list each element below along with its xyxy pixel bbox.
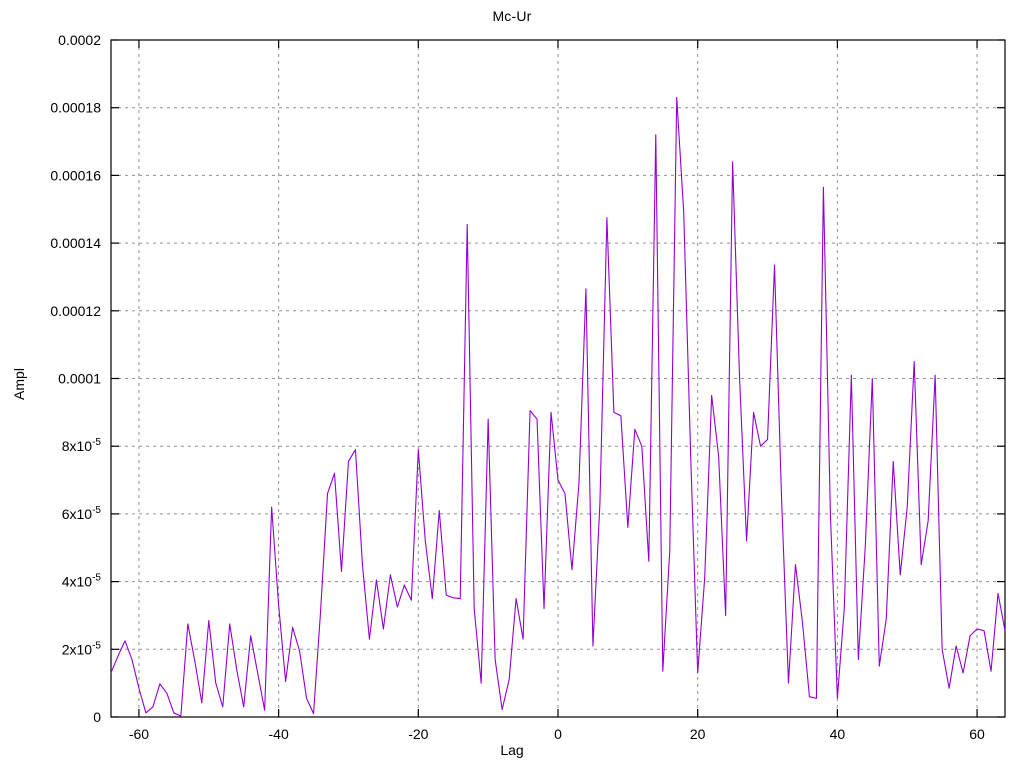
x-axis-ticks: -60 -40 -20 0 20 40 60 bbox=[129, 40, 985, 742]
x-tick-label: 20 bbox=[690, 726, 706, 742]
data-series-line bbox=[110, 97, 1006, 717]
y-tick-label: 0.00014 bbox=[50, 235, 101, 251]
y-tick-label: 4x10-5 bbox=[62, 573, 102, 590]
y-tick-label: 0.00012 bbox=[50, 303, 101, 319]
y-tick-label: 0 bbox=[93, 709, 101, 725]
y-tick-label: 0.0002 bbox=[58, 32, 101, 48]
data-series-group bbox=[110, 97, 1006, 717]
y-tick-label: 0.00018 bbox=[50, 100, 101, 116]
y-axis-ticks: 0 2x10-5 4x10-5 6x10-5 8x10-5 0.0001 0.00012 0.… bbox=[50, 32, 1005, 725]
x-tick-label: -20 bbox=[408, 726, 428, 742]
x-tick-label: 60 bbox=[969, 726, 985, 742]
y-tick-label: 0.00016 bbox=[50, 167, 101, 183]
x-tick-label: 0 bbox=[554, 726, 562, 742]
y-tick-label: 0.0001 bbox=[58, 371, 101, 387]
x-tick-label: -60 bbox=[129, 726, 149, 742]
x-axis-label: Lag bbox=[500, 742, 524, 758]
gridlines bbox=[111, 40, 1005, 717]
plot-frame bbox=[110, 39, 1006, 718]
x-tick-label: -40 bbox=[269, 726, 289, 742]
x-tick-label: 40 bbox=[830, 726, 846, 742]
page-title: Mc-Ur bbox=[492, 8, 532, 24]
y-tick-label: 6x10-5 bbox=[62, 505, 102, 522]
y-tick-label: 2x10-5 bbox=[62, 640, 102, 657]
y-tick-label: 8x10-5 bbox=[62, 437, 102, 454]
